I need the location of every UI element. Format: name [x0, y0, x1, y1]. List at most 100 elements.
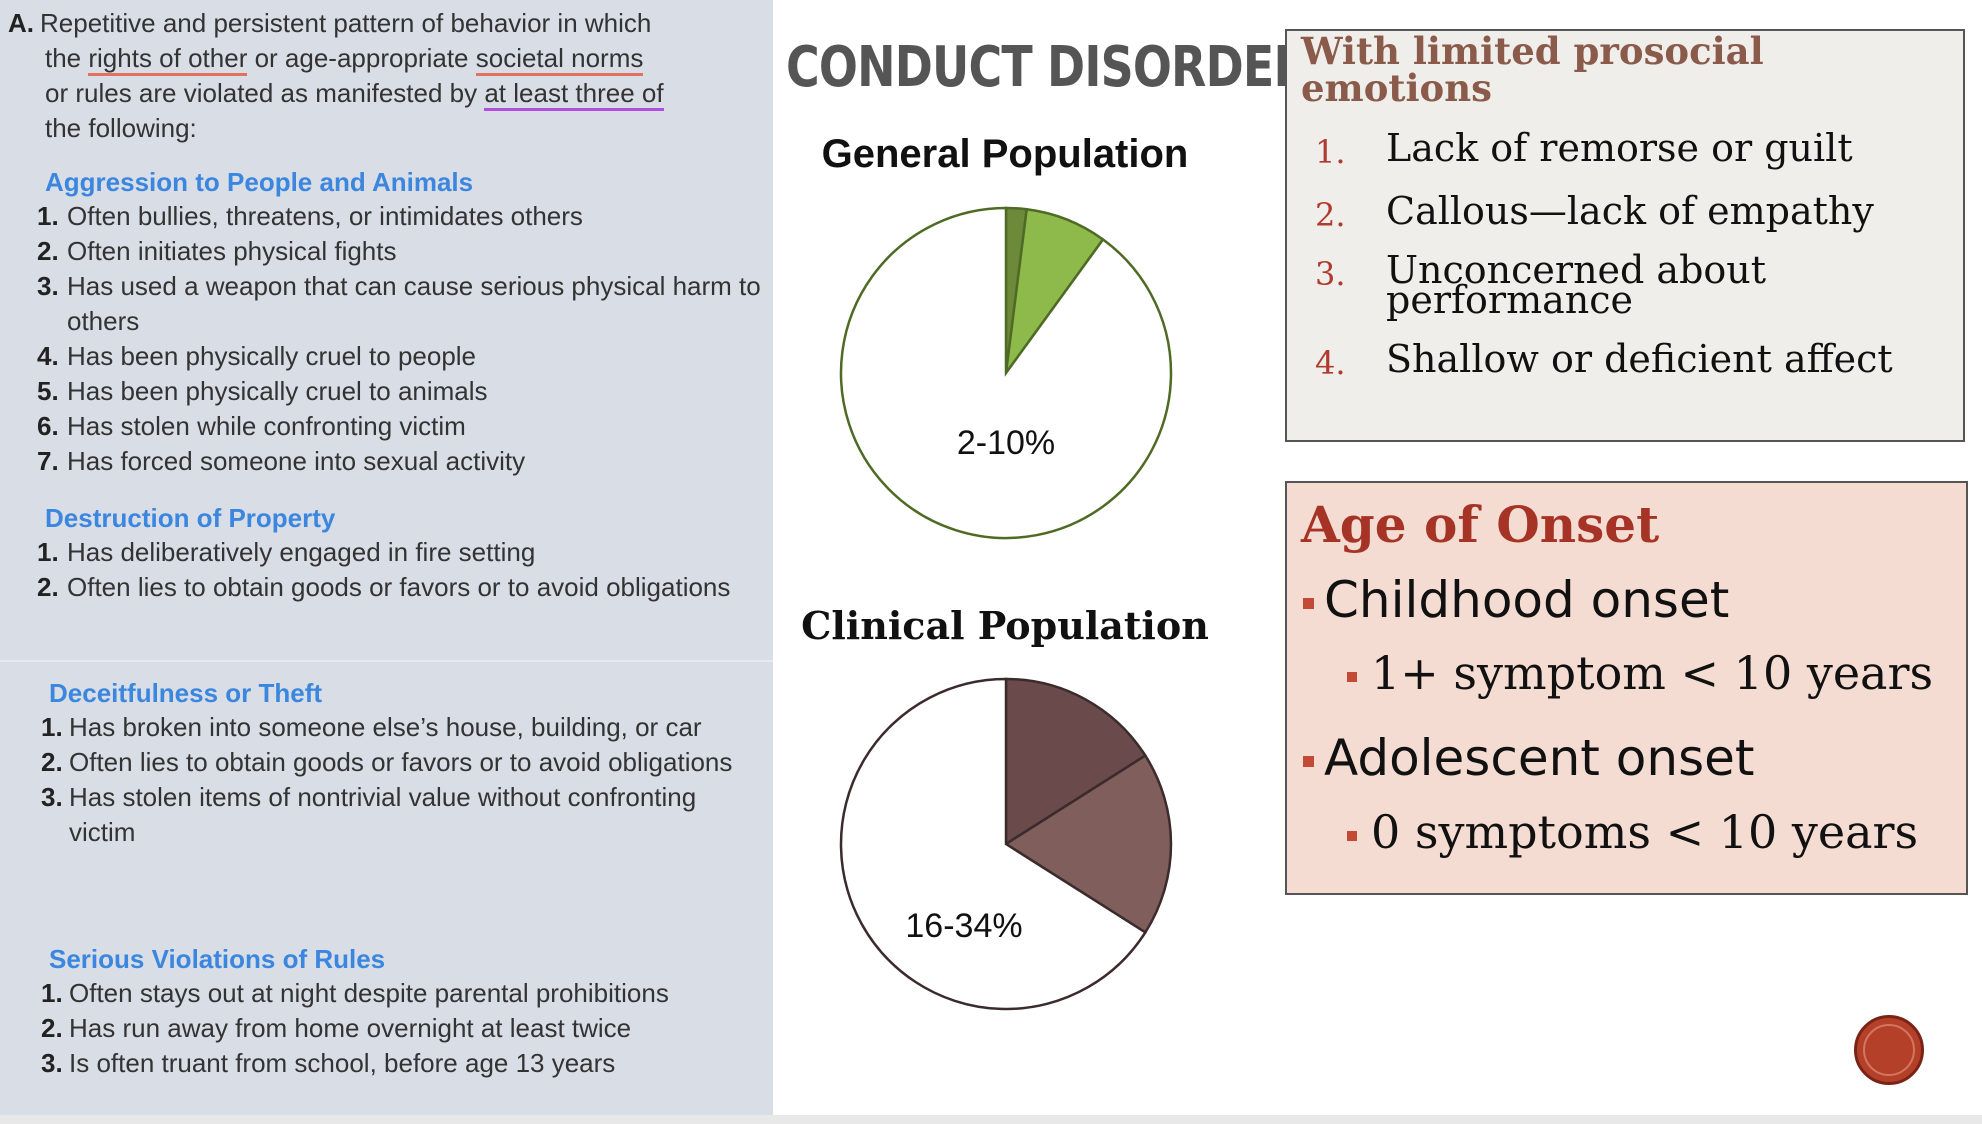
childhood-onset-bullet: Childhood onset — [1303, 571, 1729, 629]
criteria-item-text: Often bullies, threatens, or intimidates… — [67, 201, 583, 231]
childhood-detail-bullet: 1+ symptom < 10 years — [1347, 646, 1933, 700]
criteria-list: 1. Has deliberatively engaged in fire set… — [37, 535, 765, 605]
criteria-item-number: 5. — [37, 376, 59, 406]
criteria-item: 1. Has deliberatively engaged in fire set… — [37, 535, 765, 570]
section-heading: Aggression to People and Animals — [45, 167, 474, 197]
general-percent-label: 2-10% — [957, 424, 1055, 462]
general-population-pie: 2-10% — [839, 206, 1173, 540]
criteria-item: 3. Has used a weapon that can cause serio… — [37, 269, 765, 339]
criteria-item-number: 6. — [37, 411, 59, 441]
criteria-item-text: Often lies to obtain goods or favors or … — [67, 572, 731, 602]
criteria-item-number: 4. — [37, 341, 59, 371]
bullet-square-icon — [1347, 831, 1357, 841]
criteria-item-text: Is often truant from school, before age … — [69, 1048, 616, 1078]
criteria-item-number: 1. — [41, 978, 63, 1008]
criteria-item-text: Has been physically cruel to animals — [67, 376, 488, 406]
criteria-item: 6. Has stolen while confronting victim — [37, 409, 765, 444]
clinical-population-pie: 16-34% — [839, 677, 1173, 1011]
prosocial-item-number: 1. — [1315, 133, 1346, 171]
childhood-onset-label: Childhood onset — [1324, 571, 1730, 629]
clinical-percent-label: 16-34% — [905, 907, 1022, 945]
criteria-list: 1. Often bullies, threatens, or intimidat… — [37, 199, 765, 479]
clinical-population-title: Clinical Population — [801, 603, 1209, 648]
criteria-list: 1. Has broken into someone else’s house, … — [41, 710, 765, 850]
age-of-onset-box: Age of Onset Childhood onset 1+ symptom … — [1285, 481, 1968, 895]
underline-rights-of-other: rights of other — [88, 43, 248, 76]
criteria-lead: A. — [8, 8, 34, 38]
criteria-item: 3. Is often truant from school, before ag… — [41, 1046, 765, 1081]
adolescent-detail-label: 0 symptoms < 10 years — [1371, 805, 1919, 859]
slide-title: CONDUCT DISORDER — [786, 35, 1309, 100]
section-heading: Destruction of Property — [45, 503, 336, 533]
prosocial-item: 4. Shallow or deficient affect — [1301, 337, 1961, 382]
criteria-item: 3. Has stolen items of nontrivial value w… — [41, 780, 765, 850]
prosocial-item: 1. Lack of remorse or guilt — [1301, 129, 1961, 171]
slide-nav-button[interactable] — [1854, 1015, 1924, 1085]
criteria-item: 2. Has run away from home overnight at le… — [41, 1011, 765, 1046]
criteria-item-number: 2. — [37, 236, 59, 266]
criteria-item-number: 2. — [37, 572, 59, 602]
section-rule-violations: Serious Violations of Rules 1. Often stays… — [41, 942, 765, 1081]
criteria-item: 1. Often stays out at night despite paren… — [41, 976, 765, 1011]
criteria-item-number: 2. — [41, 747, 63, 777]
criteria-item-text: Has run away from home overnight at leas… — [69, 1013, 632, 1043]
criteria-item: 2. Often lies to obtain goods or favors o… — [37, 570, 765, 605]
section-destruction: Destruction of Property 1. Has deliberativ… — [37, 501, 765, 605]
prosocial-item-number: 4. — [1315, 344, 1346, 382]
criteria-item-text: Has deliberatively engaged in fire setti… — [67, 537, 536, 567]
criteria-item-number: 1. — [41, 712, 63, 742]
criteria-item-text: Often stays out at night despite parenta… — [69, 978, 669, 1008]
criteria-item-number: 2. — [41, 1013, 63, 1043]
underline-at-least-three: at least three of — [484, 78, 664, 111]
intro-line-2: the rights of other or age-appropriate s… — [8, 41, 768, 76]
clinical-slice-2 — [839, 677, 1148, 1011]
section-heading: Deceitfulness or Theft — [49, 678, 323, 708]
criteria-item-number: 1. — [37, 537, 59, 567]
general-slice-2 — [839, 206, 1173, 540]
criteria-item-number: 3. — [41, 782, 63, 812]
criteria-item-text: Has broken into someone else’s house, bu… — [69, 712, 702, 742]
criteria-item-text: Often lies to obtain goods or favors or … — [69, 747, 733, 777]
criteria-item-number: 7. — [37, 446, 59, 476]
section-deceitfulness: Deceitfulness or Theft 1. Has broken into … — [41, 676, 765, 850]
section-heading: Serious Violations of Rules — [49, 944, 386, 974]
criteria-item-text: Often initiates physical fights — [67, 236, 397, 266]
criteria-item-text: Has used a weapon that can cause serious… — [67, 271, 761, 336]
onset-heading: Age of Onset — [1301, 495, 1660, 554]
clinical-slice-1 — [1003, 753, 1173, 935]
criteria-item: 1. Often bullies, threatens, or intimidat… — [37, 199, 765, 234]
criteria-item: 2. Often initiates physical fights — [37, 234, 765, 269]
general-population-title: General Population — [821, 132, 1189, 176]
intro-text: the — [45, 43, 89, 73]
clinical-slice-0 — [1004, 677, 1148, 847]
underline-societal-norms: societal norms — [475, 43, 644, 76]
criteria-list: 1. Often stays out at night despite paren… — [41, 976, 765, 1081]
criteria-item: 1. Has broken into someone else’s house, … — [41, 710, 765, 745]
prosocial-item-number: 2. — [1315, 196, 1346, 234]
prosocial-emotions-box: With limited prosocial emotions 1. Lack o… — [1285, 29, 1965, 442]
adolescent-onset-bullet: Adolescent onset — [1303, 729, 1755, 787]
prosocial-item-text: Shallow or deficient affect — [1386, 337, 1893, 381]
section-aggression: Aggression to People and Animals 1. Often … — [37, 165, 765, 479]
bullet-square-icon — [1303, 756, 1314, 767]
criteria-item: 4. Has been physically cruel to people — [37, 339, 765, 374]
criteria-item-text: Has stolen items of nontrivial value wit… — [69, 782, 697, 847]
adolescent-onset-label: Adolescent onset — [1324, 729, 1755, 787]
childhood-detail-label: 1+ symptom < 10 years — [1371, 646, 1934, 700]
criteria-item: 5. Has been physically cruel to animals — [37, 374, 765, 409]
criteria-item-number: 1. — [37, 201, 59, 231]
criteria-item-text: Has been physically cruel to people — [67, 341, 477, 371]
prosocial-item-text: Callous—lack of empathy — [1386, 189, 1874, 233]
criteria-item: 7. Has forced someone into sexual activit… — [37, 444, 765, 479]
criteria-item-text: Has stolen while confronting victim — [67, 411, 466, 441]
criteria-item-text: Has forced someone into sexual activity — [67, 446, 526, 476]
bottom-bar — [0, 1115, 1982, 1124]
criteria-item-number: 3. — [41, 1048, 63, 1078]
prosocial-list: 1. Lack of remorse or guilt 2. Callous—lack… — [1301, 129, 1961, 403]
criteria-intro: A. Repetitive and persistent pattern of b… — [8, 6, 768, 146]
intro-text: or age-appropriate — [247, 43, 476, 73]
intro-text: or rules are violated as manifested by — [45, 78, 485, 108]
section-divider — [0, 660, 773, 662]
intro-line-3: or rules are violated as manifested by a… — [8, 76, 768, 111]
